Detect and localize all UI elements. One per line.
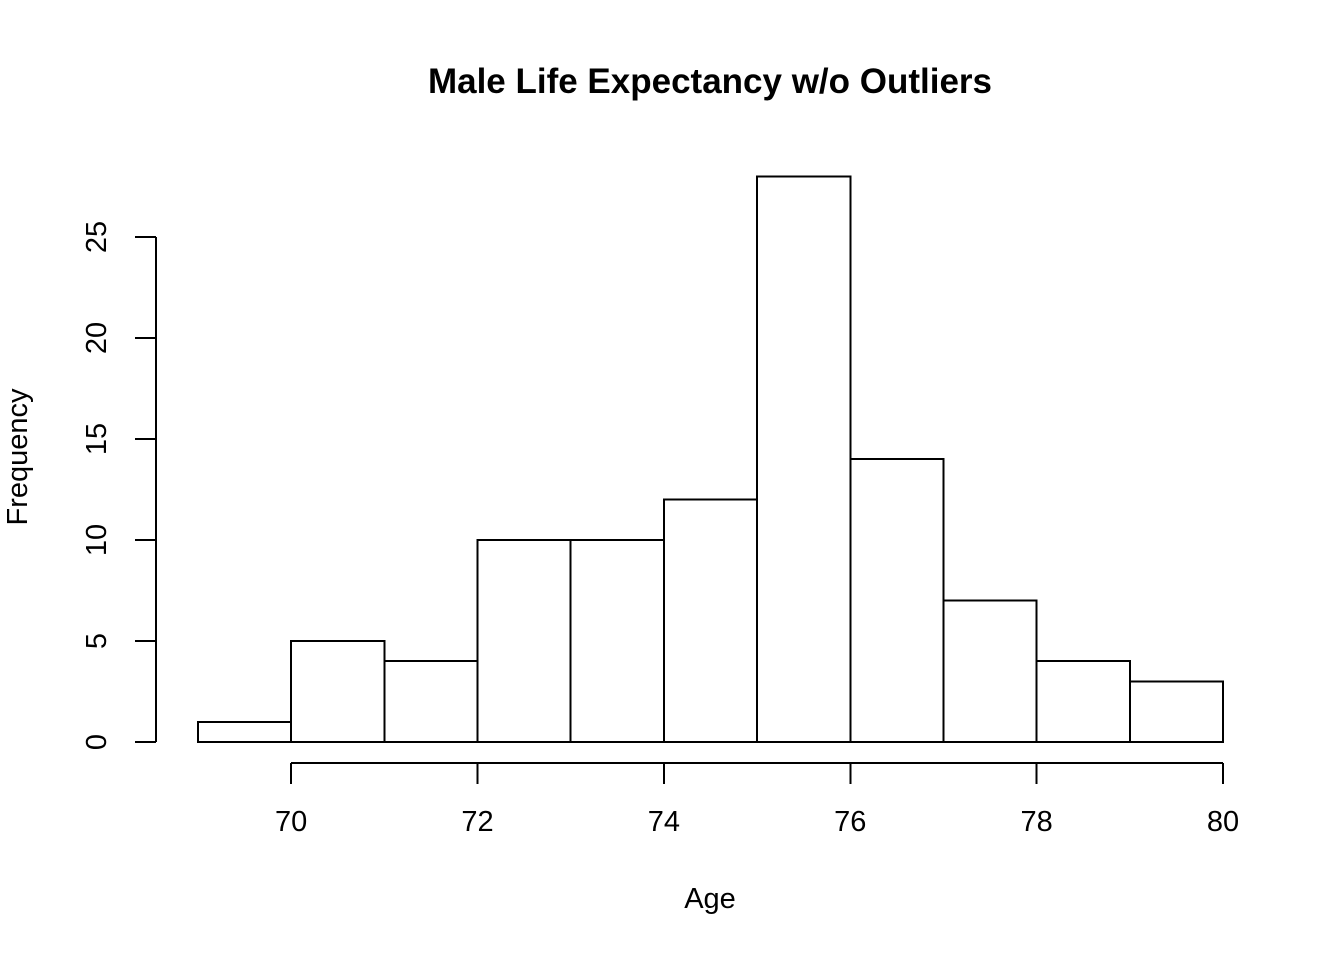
histogram-bar [476,539,572,743]
histogram-bars [197,175,1225,744]
histogram-bar [662,498,759,743]
histogram-bar [849,458,945,743]
histogram-bar [942,599,1038,743]
histogram-bar [756,175,852,743]
x-axis: 70 72 74 76 78 80 [275,762,1239,838]
x-axis-label: Age [684,883,736,915]
histogram-bar [383,660,479,744]
x-tick-label: 74 [648,806,680,838]
histogram-bar [569,539,665,743]
y-axis-label: Frequency [2,388,34,526]
x-tick-label: 70 [275,806,307,838]
chart-title: Male Life Expectancy w/o Outliers [428,62,992,101]
y-tick-label: 5 [81,633,113,649]
histogram-bar [290,640,386,743]
histogram-bar [197,720,293,743]
y-tick-label: 25 [81,221,113,253]
x-tick-label: 78 [1021,806,1053,838]
x-tick-label: 76 [834,806,866,838]
y-axis: 0 5 10 15 20 25 [81,221,157,750]
histogram-bar [1128,680,1225,744]
y-tick-label: 20 [81,322,113,354]
y-tick-label: 10 [81,524,113,556]
histogram-bar [1035,660,1131,744]
y-tick-label: 0 [81,734,113,750]
y-tick-label: 15 [81,423,113,455]
x-tick-label: 80 [1207,806,1239,838]
x-tick-label: 72 [461,806,493,838]
